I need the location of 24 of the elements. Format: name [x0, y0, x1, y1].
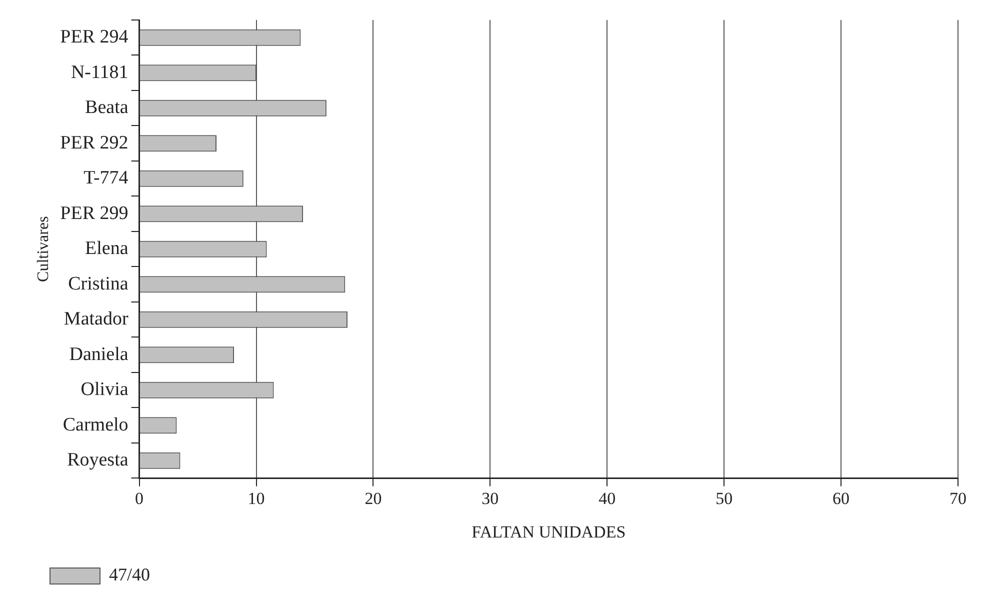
y-tick-label: PER 294	[60, 26, 129, 48]
y-tick-label: PER 292	[60, 132, 128, 154]
y-axis-title: Cultivares	[34, 216, 52, 282]
y-tick-label: Elena	[85, 238, 129, 260]
x-tick-label: 30	[482, 488, 499, 508]
y-tick-label: Matador	[64, 308, 129, 330]
y-tick-label: Royesta	[67, 450, 129, 471]
x-tick-label: 70	[950, 488, 966, 508]
y-tick-label: Cristina	[68, 273, 129, 294]
x-tick-label: 0	[135, 488, 144, 508]
y-tick-label: Beata	[85, 97, 129, 118]
x-tick-label: 50	[716, 488, 733, 508]
y-tick-label: Carmelo	[62, 414, 128, 436]
y-tick-label: Daniela	[69, 344, 129, 365]
x-tick-label: 40	[598, 488, 616, 508]
x-tick-label: 60	[832, 488, 850, 508]
y-tick-label: Olivia	[80, 379, 129, 400]
x-tick-label: 10	[248, 488, 265, 508]
legend-label: 47/40	[109, 564, 150, 585]
y-tick-label: N-1181	[70, 62, 128, 83]
x-axis-title: FALTAN UNIDADES	[472, 522, 626, 542]
x-tick-label: 20	[364, 488, 382, 508]
y-tick-label: T-774	[84, 168, 129, 189]
y-tick-label: PER 299	[60, 202, 128, 224]
